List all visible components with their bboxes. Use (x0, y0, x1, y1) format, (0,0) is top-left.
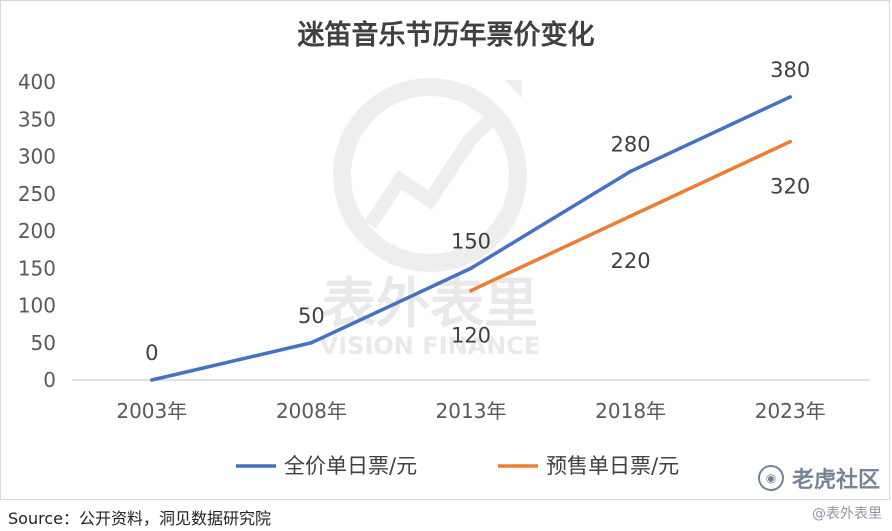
data-label: 220 (611, 249, 651, 273)
data-point (150, 378, 154, 382)
data-point (469, 266, 473, 271)
tiger-icon: ◉ (757, 465, 784, 491)
y-tick-label: 0 (43, 368, 56, 392)
data-label: 280 (611, 132, 651, 156)
watermark-logo: 表外表里 VISION FINANCE (320, 78, 541, 360)
y-tick-label: 250 (18, 182, 56, 206)
data-label: 150 (451, 229, 491, 253)
data-point (309, 340, 314, 345)
data-point (628, 214, 633, 218)
community-label: 老虎社区 (791, 468, 880, 493)
data-label: 0 (145, 341, 158, 365)
data-point (469, 288, 473, 293)
data-point (788, 139, 792, 144)
author-handle: @表外表里 (812, 506, 882, 522)
data-label: 50 (298, 304, 325, 328)
x-tick-label: 2013年 (436, 399, 507, 423)
source-note: Source：公开资料，洞见数据研究院 (8, 509, 271, 528)
watermark-english-text: VISION FINANCE (320, 332, 541, 360)
legend-label: 全价单日票/元 (284, 454, 417, 478)
chart: 表外表里 VISION FINANCE 迷笛音乐节历年票价变化 0 50 100 15… (18, 19, 870, 478)
data-point (628, 169, 633, 174)
data-label: 320 (770, 175, 810, 199)
data-point (788, 95, 792, 99)
legend-label: 预售单日票/元 (546, 454, 679, 478)
data-labels: 0 50 150 280 380 120 220 320 (145, 58, 810, 365)
y-tick-label: 350 (18, 107, 56, 131)
data-label: 380 (770, 58, 810, 82)
x-tick-label: 2003年 (116, 399, 187, 423)
data-label: 120 (451, 324, 491, 348)
x-tick-label: 2018年 (595, 399, 666, 423)
y-tick-label: 300 (18, 145, 56, 169)
watermark-chinese-text: 表外表里 (322, 272, 538, 335)
chart-title: 迷笛音乐节历年票价变化 (298, 19, 595, 51)
y-tick-label: 100 (18, 294, 56, 318)
legend: 全价单日票/元 预售单日票/元 (236, 454, 679, 478)
x-tick-label: 2008年 (276, 399, 347, 423)
community-badge: ◉ 老虎社区 (757, 462, 880, 494)
y-tick-label: 400 (18, 70, 56, 94)
y-tick-label: 150 (18, 256, 56, 280)
y-axis-ticks: 0 50 100 150 200 250 300 350 400 (18, 70, 56, 392)
y-tick-label: 50 (31, 331, 56, 355)
series-lines (150, 95, 792, 382)
x-axis-ticks: 2003年 2008年 2013年 2018年 2023年 (116, 399, 825, 423)
chart-frame (0, 0, 890, 500)
y-tick-label: 200 (18, 219, 56, 243)
x-tick-label: 2023年 (755, 399, 826, 423)
